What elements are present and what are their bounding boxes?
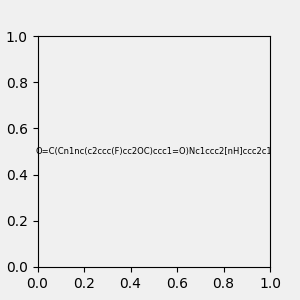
Text: O=C(Cn1nc(c2ccc(F)cc2OC)ccc1=O)Nc1ccc2[nH]ccc2c1: O=C(Cn1nc(c2ccc(F)cc2OC)ccc1=O)Nc1ccc2[n… — [35, 147, 272, 156]
